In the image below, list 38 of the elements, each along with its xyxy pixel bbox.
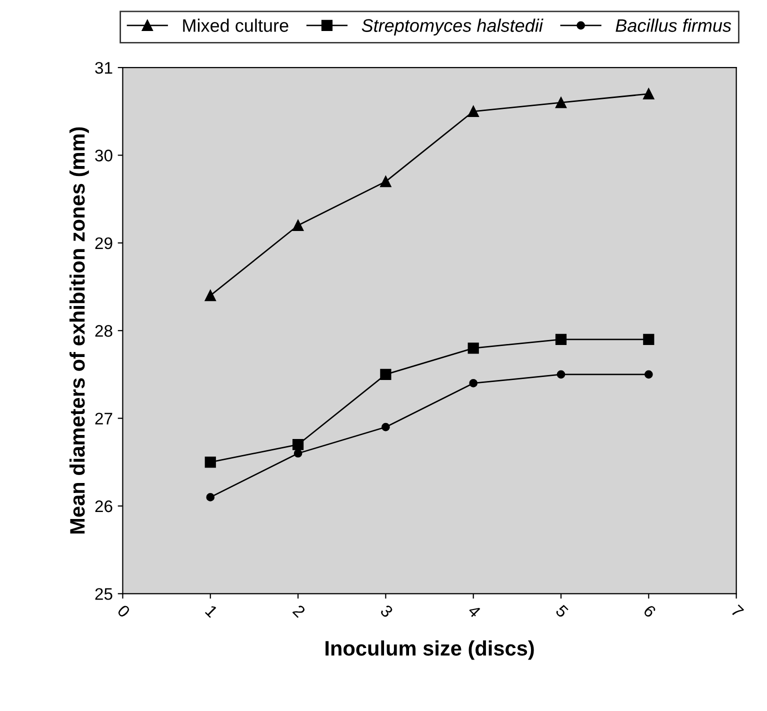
y-tick-label: 28 xyxy=(95,325,112,337)
point xyxy=(204,456,216,468)
x-axis-title: Inoculum size (discs) xyxy=(326,640,534,660)
point xyxy=(292,439,304,450)
point xyxy=(555,334,567,345)
y-tick-label: 27 xyxy=(95,412,112,424)
point xyxy=(556,370,566,379)
point xyxy=(643,88,654,100)
x-tick-label: 0 xyxy=(116,604,131,618)
x-tick-label: 2 xyxy=(292,604,306,618)
point xyxy=(644,370,653,379)
point xyxy=(468,342,479,354)
x-tick-label: 5 xyxy=(555,604,569,618)
x-tick-label: 4 xyxy=(467,604,482,618)
point xyxy=(292,220,304,231)
legend-label: Streptomyces halstedii xyxy=(362,18,544,36)
point xyxy=(382,422,390,432)
x-tick-label: 3 xyxy=(380,604,394,618)
y-tick-label: 25 xyxy=(95,588,112,600)
point xyxy=(380,176,392,188)
y-tick-label: 29 xyxy=(95,237,112,250)
x-tick-label: 6 xyxy=(642,604,657,618)
point xyxy=(294,449,302,458)
point xyxy=(206,493,215,502)
point xyxy=(204,290,216,302)
x-tick-label: 7 xyxy=(730,604,744,618)
y-axis-title: Mean diameters of exhibition zones (mm) xyxy=(69,127,89,534)
y-tick-label: 30 xyxy=(95,150,112,162)
legend-label: Bacillus firmus xyxy=(616,18,732,32)
y-tick-label: 31 xyxy=(95,62,112,74)
point xyxy=(469,379,478,388)
x-tick-label: 1 xyxy=(204,604,218,618)
point xyxy=(643,334,654,345)
point xyxy=(555,97,567,108)
legend-label: Mixed culture xyxy=(183,18,288,32)
y-tick-label: 26 xyxy=(95,500,112,512)
point xyxy=(380,368,392,380)
point xyxy=(468,106,479,117)
